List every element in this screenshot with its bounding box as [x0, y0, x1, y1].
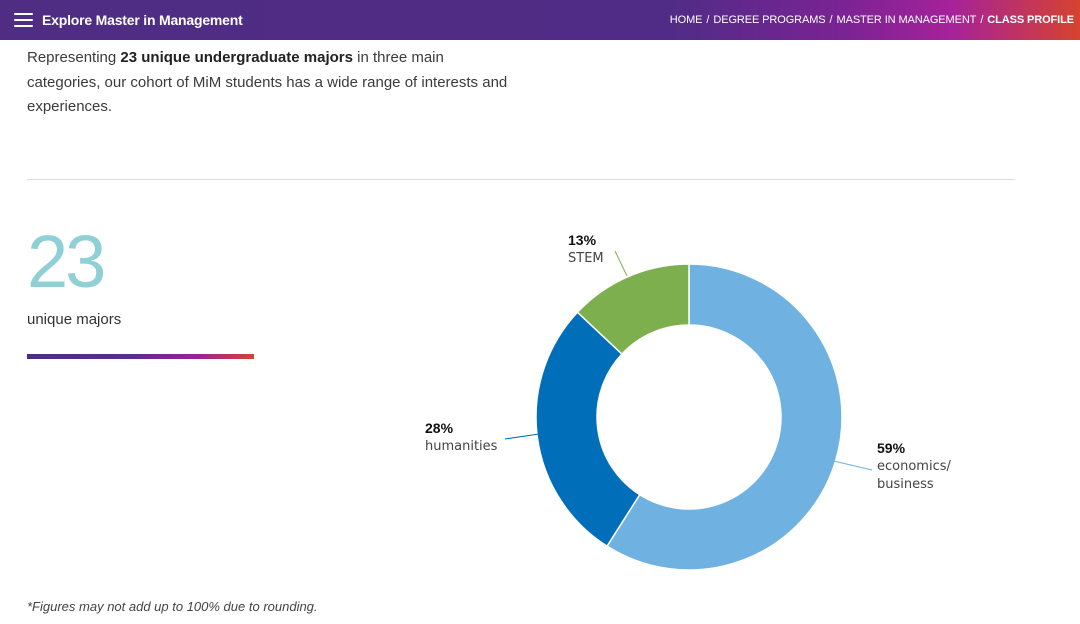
- data-label-name-economics: economics/: [877, 459, 951, 474]
- data-label-name-stem: STEM: [568, 251, 604, 266]
- stat-accent-bar: [27, 354, 254, 359]
- donut-slice-economics: [605, 263, 843, 571]
- leader-line-stem: [614, 250, 628, 277]
- breadcrumb-separator: /: [980, 14, 984, 26]
- data-label-pct-economics: 59%: [877, 440, 906, 456]
- data-label-name-economics: business: [877, 477, 934, 492]
- section-divider: [27, 179, 1015, 180]
- donut-slice-humanities: [535, 311, 641, 548]
- top-navigation-bar: Explore Master in Management HOME / DEGR…: [0, 0, 1080, 40]
- hamburger-menu-icon[interactable]: [14, 13, 33, 27]
- breadcrumb-master-in-management[interactable]: MASTER IN MANAGEMENT: [836, 14, 977, 26]
- explore-menu-toggle[interactable]: Explore Master in Management: [14, 12, 243, 28]
- leader-line-economics: [824, 458, 873, 471]
- menu-title[interactable]: Explore Master in Management: [42, 12, 243, 28]
- leader-line-humanities: [504, 433, 540, 440]
- intro-bold-text: 23 unique undergraduate majors: [120, 49, 353, 66]
- breadcrumb-class-profile: CLASS PROFILE: [987, 14, 1074, 26]
- intro-text-after: in three main categories, our cohort of …: [27, 49, 508, 115]
- breadcrumb-separator: /: [829, 14, 833, 26]
- data-label-name-humanities: humanities: [425, 439, 498, 454]
- breadcrumb-separator: /: [706, 14, 710, 26]
- footnote: *Figures may not add up to 100% due to r…: [27, 599, 318, 614]
- stat-number: 23: [27, 220, 106, 303]
- intro-paragraph: Representing 23 unique undergraduate maj…: [27, 46, 517, 120]
- breadcrumb-degree-programs[interactable]: DEGREE PROGRAMS: [713, 14, 826, 26]
- donut-slice-stem: [576, 263, 690, 356]
- stat-label: unique majors: [27, 311, 122, 328]
- breadcrumb: HOME / DEGREE PROGRAMS / MASTER IN MANAG…: [670, 14, 1074, 26]
- breadcrumb-home[interactable]: HOME: [669, 14, 703, 26]
- data-label-pct-humanities: 28%: [425, 420, 454, 436]
- data-label-pct-stem: 13%: [568, 232, 597, 248]
- intro-text-before: Representing: [27, 49, 121, 66]
